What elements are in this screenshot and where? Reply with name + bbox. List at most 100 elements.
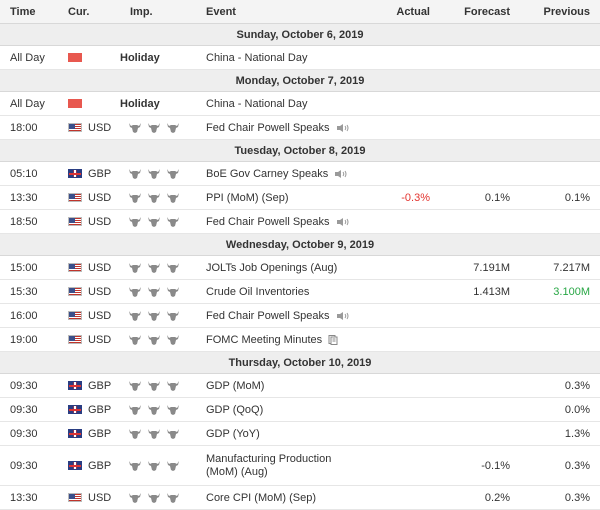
event-time: 13:30 <box>10 191 38 204</box>
event-name[interactable]: GDP (QoQ) <box>206 404 376 416</box>
event-currency: USD <box>62 216 128 228</box>
bull-icon <box>147 122 161 134</box>
currency-code: GBP <box>88 427 112 440</box>
event-title[interactable]: Fed Chair Powell Speaks <box>206 309 330 322</box>
event-row[interactable]: 13:30 USD PPI (MoM) (Sep) -0.3% 0.1% 0.1% <box>0 186 600 210</box>
event-title[interactable]: BoE Gov Carney Speaks <box>206 167 329 180</box>
event-title[interactable]: JOLTs Job Openings (Aug) <box>206 261 338 274</box>
event-currency: GBP <box>62 380 128 392</box>
event-time: 18:50 <box>10 215 38 228</box>
speaker-icon[interactable] <box>336 123 350 133</box>
currency-code: USD <box>88 191 112 204</box>
currency-code: GBP <box>88 403 112 416</box>
event-row[interactable]: All Day Holiday China - National Day <box>0 46 600 70</box>
event-name[interactable]: GDP (YoY) <box>206 428 376 440</box>
event-previous: 7.217M <box>553 261 590 274</box>
flag-us-icon <box>68 493 82 502</box>
event-row[interactable]: 09:30 GBP GDP (QoQ) 0.0% <box>0 398 600 422</box>
event-title[interactable]: GDP (MoM) <box>206 379 265 392</box>
event-title[interactable]: GDP (YoY) <box>206 427 260 440</box>
event-name[interactable]: PPI (MoM) (Sep) <box>206 192 376 204</box>
header-actual[interactable]: Actual <box>396 5 430 18</box>
bull-icon <box>128 310 142 322</box>
bull-icon <box>128 192 142 204</box>
event-currency: GBP <box>62 168 128 180</box>
event-name[interactable]: Crude Oil Inventories <box>206 286 376 298</box>
event-title[interactable]: China - National Day <box>206 97 308 110</box>
event-previous: 0.3% <box>564 491 590 504</box>
bull-icon <box>166 192 180 204</box>
event-name[interactable]: GDP (MoM) <box>206 380 376 392</box>
header-previous[interactable]: Previous <box>543 5 590 18</box>
event-title[interactable]: Manufacturing Production (MoM) (Aug) <box>206 452 332 478</box>
header-event[interactable]: Event <box>206 5 236 18</box>
event-importance <box>128 168 206 180</box>
speaker-icon[interactable] <box>336 217 350 227</box>
event-name[interactable]: FOMC Meeting Minutes <box>206 334 376 346</box>
event-name[interactable]: BoE Gov Carney Speaks <box>206 168 376 180</box>
header-importance[interactable]: Imp. <box>130 5 153 18</box>
event-currency: USD <box>62 492 128 504</box>
event-title[interactable]: China - National Day <box>206 51 308 64</box>
bull-icon <box>147 492 161 504</box>
event-row[interactable]: 09:30 GBP GDP (MoM) 0.3% <box>0 374 600 398</box>
bull-icon <box>128 334 142 346</box>
event-previous: 1.3% <box>564 427 590 440</box>
event-currency: USD <box>62 192 128 204</box>
event-name[interactable]: China - National Day <box>206 98 376 110</box>
speaker-icon[interactable] <box>336 311 350 321</box>
bull-icon <box>128 460 142 472</box>
header-currency[interactable]: Cur. <box>68 5 90 18</box>
event-name[interactable]: China - National Day <box>206 52 376 64</box>
event-row[interactable]: 09:30 GBP GDP (YoY) 1.3% <box>0 422 600 446</box>
currency-code: USD <box>88 285 112 298</box>
event-previous: 3.100M <box>553 285 590 298</box>
event-row[interactable]: 09:30 GBP Manufacturing Production (MoM) (… <box>0 446 600 486</box>
event-row[interactable]: 05:10 GBP BoE Gov Carney Speaks <box>0 162 600 186</box>
event-title[interactable]: Fed Chair Powell Speaks <box>206 215 330 228</box>
flag-gb-icon <box>68 169 82 178</box>
day-header: Wednesday, October 9, 2019 <box>0 234 600 256</box>
bull-icon <box>166 334 180 346</box>
bull-icon <box>128 286 142 298</box>
event-title[interactable]: FOMC Meeting Minutes <box>206 333 323 346</box>
event-row[interactable]: 16:00 USD Fed Chair Powell Speaks <box>0 304 600 328</box>
event-row[interactable]: 19:00 USD FOMC Meeting Minutes <box>0 328 600 352</box>
document-icon[interactable] <box>328 334 338 345</box>
event-title[interactable]: Fed Chair Powell Speaks <box>206 121 330 134</box>
event-name[interactable]: Fed Chair Powell Speaks <box>206 216 376 228</box>
event-currency: GBP <box>62 428 128 440</box>
day-header: Monday, October 7, 2019 <box>0 70 600 92</box>
flag-us-icon <box>68 123 82 132</box>
flag-gb-icon <box>68 405 82 414</box>
event-name[interactable]: Core CPI (MoM) (Sep) <box>206 492 376 504</box>
event-title[interactable]: PPI (MoM) (Sep) <box>206 191 289 204</box>
header-forecast[interactable]: Forecast <box>464 5 510 18</box>
event-actual: -0.3% <box>401 191 430 204</box>
event-row[interactable]: 18:50 USD Fed Chair Powell Speaks <box>0 210 600 234</box>
event-previous: 0.3% <box>564 379 590 392</box>
bull-icon <box>166 122 180 134</box>
event-importance <box>128 334 206 346</box>
event-row[interactable]: 18:00 USD Fed Chair Powell Speaks <box>0 116 600 140</box>
event-time: 15:00 <box>10 261 38 274</box>
event-name[interactable]: Fed Chair Powell Speaks <box>206 310 376 322</box>
currency-code: USD <box>88 121 112 134</box>
event-row[interactable]: 13:30 USD Core CPI (MoM) (Sep) 0.2% 0.3% <box>0 486 600 510</box>
speaker-icon[interactable] <box>334 169 348 179</box>
event-title[interactable]: Crude Oil Inventories <box>206 285 310 298</box>
event-importance: Holiday <box>120 98 206 110</box>
event-title[interactable]: Core CPI (MoM) (Sep) <box>206 491 317 504</box>
event-importance <box>128 262 206 274</box>
event-time: 13:30 <box>10 491 38 504</box>
event-name[interactable]: Manufacturing Production (MoM) (Aug) <box>206 453 376 479</box>
event-name[interactable]: JOLTs Job Openings (Aug) <box>206 262 376 274</box>
header-time[interactable]: Time <box>10 5 36 18</box>
flag-gb-icon <box>68 381 82 390</box>
event-previous: 0.3% <box>564 459 590 472</box>
event-row[interactable]: 15:00 USD JOLTs Job Openings (Aug) 7.191M 7.… <box>0 256 600 280</box>
event-name[interactable]: Fed Chair Powell Speaks <box>206 122 376 134</box>
event-row[interactable]: All Day Holiday China - National Day <box>0 92 600 116</box>
event-row[interactable]: 15:30 USD Crude Oil Inventories 1.413M 3.100… <box>0 280 600 304</box>
event-title[interactable]: GDP (QoQ) <box>206 403 264 416</box>
